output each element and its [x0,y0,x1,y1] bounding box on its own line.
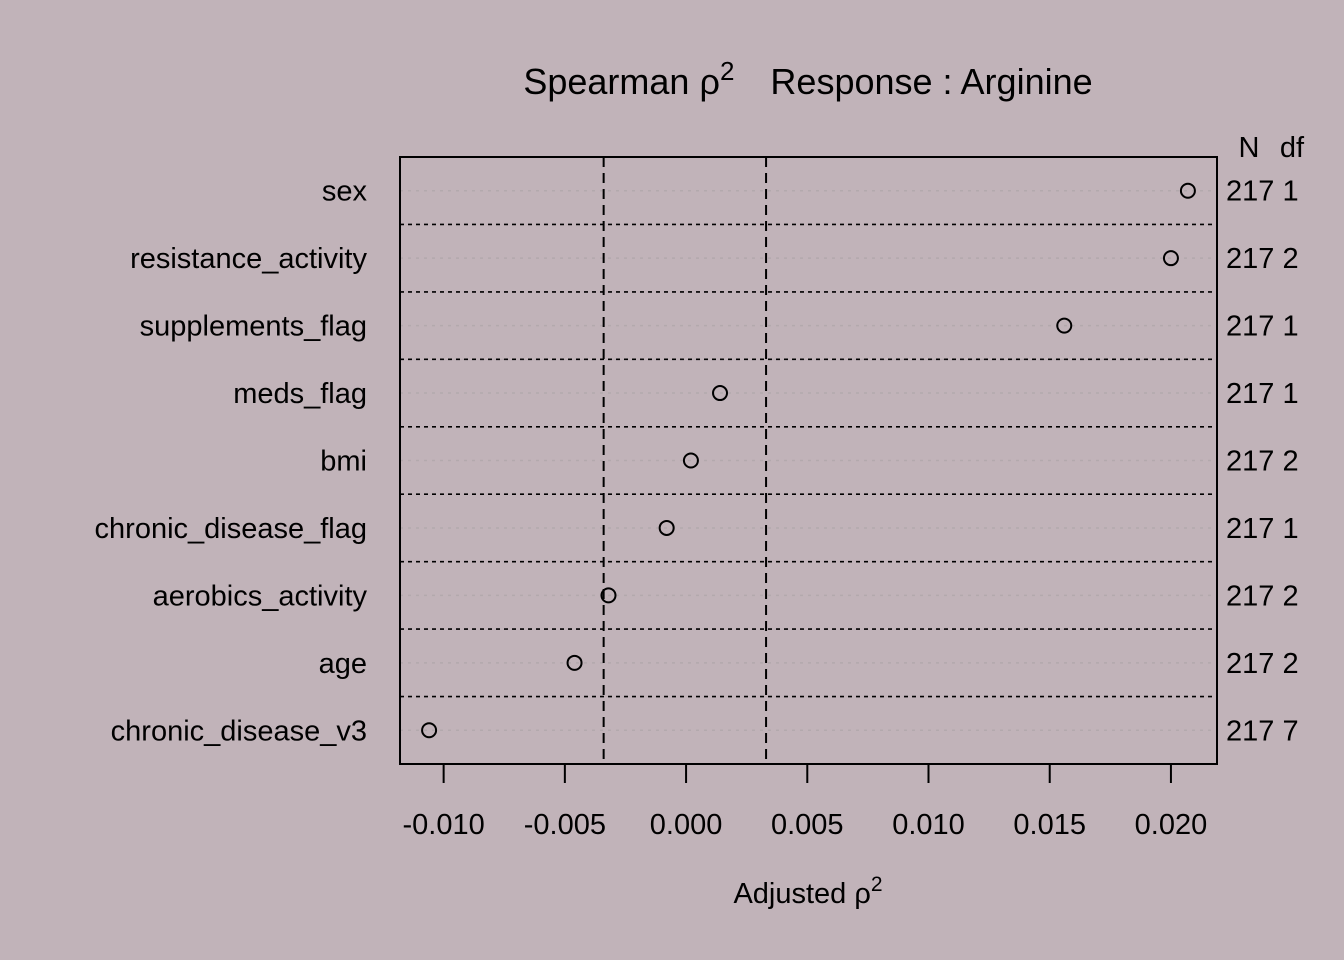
n-df-value: 217 2 [1226,580,1299,612]
data-points [421,182,1196,739]
row-label: aerobics_activity [153,580,368,612]
n-df-value: 217 2 [1226,446,1299,478]
data-point [712,385,729,402]
n-df-value: 217 2 [1226,243,1299,275]
x-tick-label: 0.005 [771,809,844,841]
row-label: sex [322,176,368,208]
data-point [1056,317,1073,334]
df-column-header: df [1280,132,1305,164]
row-label: meds_flag [233,378,367,410]
data-point [566,654,583,671]
n-column-header: N [1239,132,1260,164]
row-label: supplements_flag [140,311,367,343]
x-tick-label: 0.010 [892,809,965,841]
n-df-value: 217 2 [1226,648,1299,680]
data-point [1179,182,1196,199]
row-separators [400,223,1217,698]
x-axis: -0.010 -0.005 0.000 0.005 0.010 0.015 0.020 [403,763,1208,841]
chart-title: Spearman ρ2 Response : Arginine [523,56,1092,102]
reference-lines [602,157,768,764]
data-point [600,587,617,604]
row-label: age [319,648,367,680]
n-df-labels: 217 1 217 2 217 1 217 1 217 2 217 1 217 2 217 2… [1226,176,1299,748]
row-label: chronic_disease_flag [95,513,367,545]
grid-layer [400,189,1217,732]
row-label: bmi [320,446,367,478]
x-tick-label: 0.020 [1135,809,1208,841]
x-axis-label: Adjusted ρ2 [733,873,882,910]
n-df-value: 217 1 [1226,378,1299,410]
x-tick-label: -0.010 [403,809,485,841]
data-point [682,452,699,469]
row-label: chronic_disease_v3 [111,715,367,747]
data-point [421,722,438,739]
n-df-value: 217 1 [1226,513,1299,545]
data-point [1162,250,1179,267]
data-point [658,519,675,536]
x-tick-label: 0.015 [1013,809,1086,841]
x-tick-label: -0.005 [524,809,606,841]
n-df-value: 217 7 [1226,715,1299,747]
n-df-value: 217 1 [1226,176,1299,208]
x-tick-label: 0.000 [650,809,723,841]
row-labels: sex resistance_activity supplements_flagme… [95,176,368,748]
row-label: resistance_activity [130,243,367,275]
n-df-value: 217 1 [1226,311,1299,343]
